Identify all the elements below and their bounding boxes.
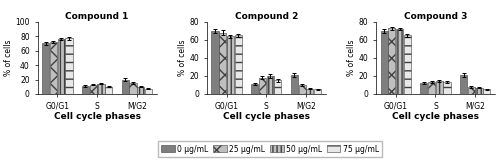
- Bar: [298, 85, 306, 94]
- Bar: [212, 31, 218, 94]
- Title: Compound 3: Compound 3: [404, 12, 467, 21]
- Y-axis label: % of cells: % of cells: [346, 40, 356, 76]
- Legend: 0 μg/mL, 25 μg/mL, 50 μg/mL, 75 μg/mL: 0 μg/mL, 25 μg/mL, 50 μg/mL, 75 μg/mL: [158, 141, 382, 156]
- Title: Compound 2: Compound 2: [234, 12, 298, 21]
- Bar: [251, 84, 258, 94]
- Bar: [58, 39, 65, 94]
- Bar: [137, 87, 144, 94]
- Bar: [90, 85, 97, 94]
- Bar: [444, 82, 450, 94]
- Bar: [291, 75, 298, 94]
- Bar: [145, 89, 152, 94]
- Bar: [66, 38, 72, 94]
- Bar: [82, 86, 89, 94]
- Bar: [219, 33, 226, 94]
- X-axis label: Cell cycle phases: Cell cycle phases: [392, 112, 479, 121]
- Bar: [404, 35, 411, 94]
- X-axis label: Cell cycle phases: Cell cycle phases: [54, 112, 141, 121]
- Bar: [266, 76, 274, 94]
- Bar: [50, 42, 57, 94]
- Bar: [476, 88, 482, 94]
- Bar: [428, 82, 435, 94]
- Bar: [436, 81, 443, 94]
- Bar: [259, 78, 266, 94]
- Bar: [460, 75, 467, 94]
- Bar: [380, 31, 388, 94]
- Bar: [306, 89, 314, 94]
- Bar: [105, 87, 112, 94]
- Bar: [234, 35, 242, 94]
- Bar: [274, 81, 281, 94]
- Bar: [130, 83, 136, 94]
- Title: Compound 1: Compound 1: [66, 12, 129, 21]
- Bar: [98, 84, 104, 94]
- Bar: [468, 87, 475, 94]
- Bar: [227, 36, 234, 94]
- Bar: [388, 28, 396, 94]
- Bar: [396, 29, 403, 94]
- Bar: [314, 89, 321, 94]
- Bar: [420, 83, 428, 94]
- Bar: [483, 89, 490, 94]
- Y-axis label: % of cells: % of cells: [4, 40, 13, 76]
- X-axis label: Cell cycle phases: Cell cycle phases: [223, 112, 310, 121]
- Bar: [42, 44, 50, 94]
- Bar: [122, 80, 129, 94]
- Y-axis label: % of cells: % of cells: [178, 40, 186, 76]
